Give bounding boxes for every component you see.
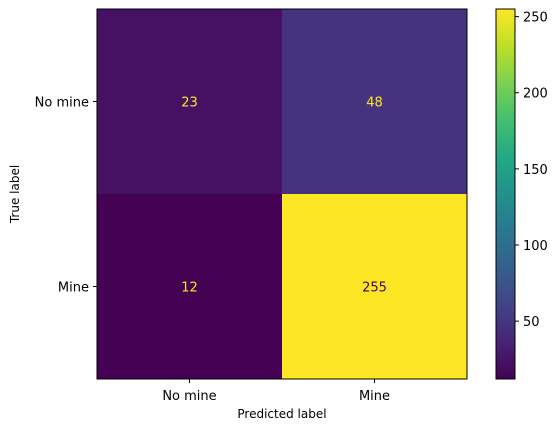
colorbar: 50 100 150 200 250 [495,8,548,380]
heatmap-cell [97,194,282,379]
plot-frame [96,8,468,380]
cell-value-label: 255 [362,281,387,296]
cell-value-label: 23 [181,96,198,111]
heatmap-cell [282,194,467,379]
colorbar-tick-label: 150 [523,163,548,178]
heatmap-cell [282,9,467,194]
heatmap-cells [97,9,467,379]
colorbar-tick-label: 100 [523,239,548,254]
y-axis-ticks: No mine Mine [35,96,97,296]
heatmap-area: 23 48 12 255 [96,8,468,380]
x-axis-ticks: No mine Mine [162,379,390,404]
cell-value-label: 12 [181,281,198,296]
colorbar-gradient [495,8,516,380]
colorbar-tick-label: 200 [523,87,548,102]
cell-value-label: 48 [366,96,383,111]
colorbar-ticks: 50 100 150 200 250 [515,11,548,330]
colorbar-tick-label: 50 [523,315,540,330]
y-tick-label: No mine [35,96,89,111]
heatmap-cell [97,9,282,194]
y-tick-label: Mine [58,281,89,296]
cell-value-labels: 23 48 12 255 [181,96,387,296]
y-axis-label: True label [8,165,22,224]
colorbar-tick-label: 250 [523,11,548,26]
x-axis-label: Predicted label [237,407,326,421]
x-tick-label: Mine [359,389,390,404]
x-tick-label: No mine [162,389,216,404]
